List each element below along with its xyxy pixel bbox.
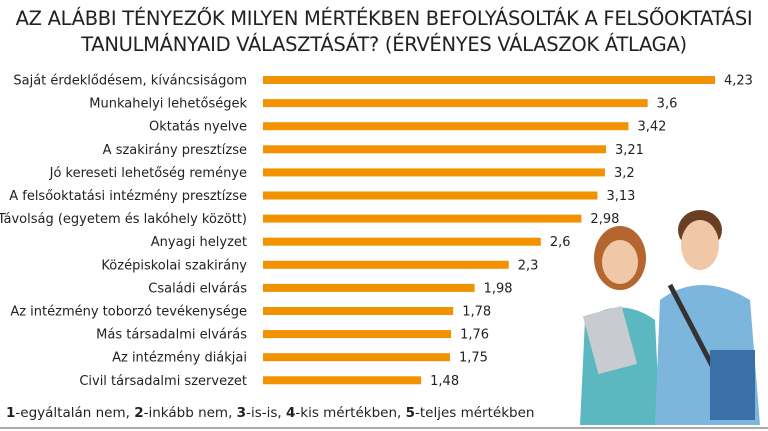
bar (263, 307, 454, 315)
girl-face (602, 240, 638, 284)
scale-key-2: 2 (134, 405, 144, 421)
bar (263, 191, 598, 200)
bar (263, 122, 629, 131)
bar (263, 283, 475, 292)
category-label: Családi elvárás (148, 281, 247, 296)
students-photo (580, 210, 760, 425)
data-label: 1,48 (430, 374, 459, 389)
data-label: 1,98 (484, 281, 513, 296)
boy-folder (710, 350, 755, 420)
data-label: 3,13 (606, 189, 635, 204)
category-label: Jó kereseti lehetőség reménye (49, 166, 247, 181)
category-label: Civil társadalmi szervezet (79, 374, 247, 389)
category-label: A felsőoktatási intézmény presztízse (9, 189, 247, 204)
bar (263, 145, 607, 154)
scale-text-2: -inkább nem, (143, 405, 237, 421)
scale-text-5: -teljes mértékben (415, 405, 535, 421)
bar-chart: Saját érdeklődésem, kíváncsiságom 4,23 Mun… (0, 74, 753, 389)
scale-key-5: 5 (405, 405, 415, 421)
bar (263, 376, 422, 385)
data-label: 1,78 (462, 305, 491, 320)
data-label: 3,42 (637, 120, 666, 135)
bar (263, 99, 648, 108)
category-label: Az intézmény toborzó tevékenysége (10, 305, 247, 320)
category-label: Saját érdeklődésem, kíváncsiságom (13, 74, 247, 89)
scale-text-4: -kis mértékben, (295, 405, 406, 421)
category-label: Munkahelyi lehetőségek (89, 97, 247, 112)
category-label: Oktatás nyelve (149, 120, 247, 135)
scale-key-4: 4 (285, 405, 296, 421)
bar (263, 330, 452, 339)
data-label: 2,3 (518, 258, 539, 273)
category-label: Az intézmény diákjai (112, 351, 247, 366)
data-label: 1,75 (459, 351, 488, 366)
bottom-rule (0, 427, 768, 429)
category-label: A szakirány presztízse (103, 143, 247, 158)
chart-title-line-1: AZ ALÁBBI TÉNYEZŐK MILYEN MÉRTÉKBEN BEFO… (15, 7, 753, 30)
bar (263, 76, 715, 84)
scale-text-1: -egyáltalán nem, (15, 405, 135, 421)
data-label: 1,76 (460, 328, 489, 343)
category-label: Középiskolai szakirány (101, 258, 247, 273)
bar (263, 353, 450, 362)
girl-binder (582, 305, 638, 375)
data-label: 3,2 (614, 166, 635, 181)
category-label: Távolság (egyetem és lakóhely között) (0, 212, 247, 227)
chart-title-line-2: TANULMÁNYAID VÁLASZTÁSÁT? (ÉRVÉNYES VÁLA… (81, 33, 687, 56)
scale-key-1: 1 (6, 405, 16, 421)
data-label: 2,6 (550, 235, 571, 250)
bar (263, 237, 541, 246)
bar (263, 168, 605, 177)
scale-key-3: 3 (236, 405, 247, 421)
data-label: 3,6 (657, 97, 678, 112)
scale-text-3: -is-is, (246, 405, 286, 421)
data-label: 3,21 (615, 143, 644, 158)
bar (263, 214, 582, 223)
bar (263, 260, 509, 269)
category-label: Más társadalmi elvárás (96, 328, 247, 343)
scale-legend: 1-egyáltalán nem, 2-inkább nem, 3-is-is,… (6, 405, 534, 421)
data-label: 2,98 (590, 212, 619, 227)
category-label: Anyagi helyzet (151, 235, 247, 250)
data-label: 4,23 (724, 74, 753, 89)
boy-face (681, 220, 719, 270)
